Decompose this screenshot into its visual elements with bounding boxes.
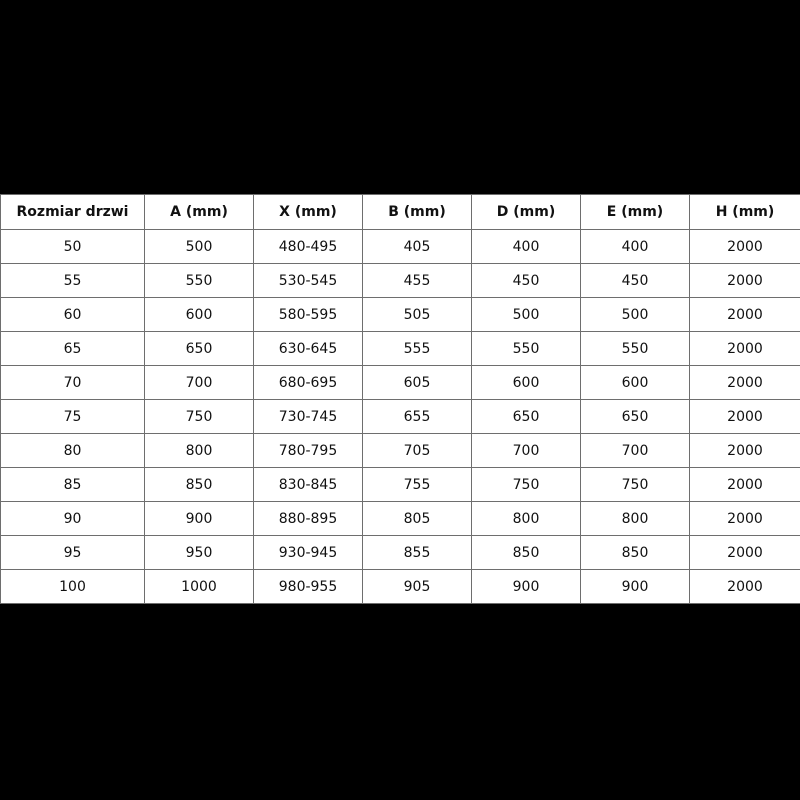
table-cell: 750 [144, 399, 254, 434]
table-cell: 900 [580, 569, 690, 604]
table-cell: 505 [362, 297, 472, 332]
table-cell: 2000 [689, 535, 800, 570]
table-row: 65 650 630-645 555 550 550 2000 [0, 331, 800, 366]
table-cell: 2000 [689, 569, 800, 604]
table-cell: 900 [471, 569, 581, 604]
column-header: E (mm) [580, 194, 690, 230]
column-header: A (mm) [144, 194, 254, 230]
table-cell: 630-645 [253, 331, 363, 366]
table-cell: 800 [144, 433, 254, 468]
table-cell: 655 [362, 399, 472, 434]
table-cell: 50 [0, 229, 145, 264]
table-cell: 530-545 [253, 263, 363, 298]
column-header: H (mm) [689, 194, 800, 230]
table-cell: 850 [144, 467, 254, 502]
table-row: 85 850 830-845 755 750 750 2000 [0, 467, 800, 502]
table-cell: 2000 [689, 297, 800, 332]
table-cell: 2000 [689, 331, 800, 366]
table-cell: 550 [144, 263, 254, 298]
table-cell: 855 [362, 535, 472, 570]
table-cell: 800 [471, 501, 581, 536]
table-cell: 750 [471, 467, 581, 502]
table-row: 100 1000 980-955 905 900 900 2000 [0, 569, 800, 604]
table-cell: 650 [471, 399, 581, 434]
table-cell: 680-695 [253, 365, 363, 400]
table-row: 60 600 580-595 505 500 500 2000 [0, 297, 800, 332]
column-header: D (mm) [471, 194, 581, 230]
table-cell: 805 [362, 501, 472, 536]
table-cell: 500 [144, 229, 254, 264]
table-cell: 600 [580, 365, 690, 400]
table-cell: 455 [362, 263, 472, 298]
table-cell: 555 [362, 331, 472, 366]
table-cell: 600 [471, 365, 581, 400]
table-cell: 2000 [689, 229, 800, 264]
table-cell: 95 [0, 535, 145, 570]
table-row: 90 900 880-895 805 800 800 2000 [0, 501, 800, 536]
table-cell: 405 [362, 229, 472, 264]
column-header: X (mm) [253, 194, 363, 230]
table-cell: 650 [580, 399, 690, 434]
table-row: 80 800 780-795 705 700 700 2000 [0, 433, 800, 468]
table-cell: 2000 [689, 467, 800, 502]
table-cell: 80 [0, 433, 145, 468]
table-cell: 550 [471, 331, 581, 366]
table-cell: 930-945 [253, 535, 363, 570]
header-row: Rozmiar drzwi A (mm) X (mm) B (mm) D (mm) E (… [0, 194, 800, 230]
table-cell: 730-745 [253, 399, 363, 434]
table-cell: 830-845 [253, 467, 363, 502]
table-cell: 1000 [144, 569, 254, 604]
table-cell: 400 [471, 229, 581, 264]
table-cell: 90 [0, 501, 145, 536]
table-cell: 850 [471, 535, 581, 570]
table-cell: 980-955 [253, 569, 363, 604]
dimensions-table: Rozmiar drzwi A (mm) X (mm) B (mm) D (mm) E (… [0, 194, 800, 604]
table-cell: 850 [580, 535, 690, 570]
table-cell: 705 [362, 433, 472, 468]
table-cell: 55 [0, 263, 145, 298]
table-cell: 450 [580, 263, 690, 298]
table-cell: 580-595 [253, 297, 363, 332]
table-row: 75 750 730-745 655 650 650 2000 [0, 399, 800, 434]
table-cell: 780-795 [253, 433, 363, 468]
table-cell: 480-495 [253, 229, 363, 264]
table-cell: 450 [471, 263, 581, 298]
table-cell: 2000 [689, 399, 800, 434]
table-cell: 500 [471, 297, 581, 332]
table-cell: 880-895 [253, 501, 363, 536]
table-cell: 755 [362, 467, 472, 502]
table-cell: 700 [471, 433, 581, 468]
table-cell: 750 [580, 467, 690, 502]
table-cell: 75 [0, 399, 145, 434]
table-cell: 2000 [689, 365, 800, 400]
table-cell: 100 [0, 569, 145, 604]
table-cell: 400 [580, 229, 690, 264]
column-header: B (mm) [362, 194, 472, 230]
table-cell: 60 [0, 297, 145, 332]
table-cell: 800 [580, 501, 690, 536]
table-row: 50 500 480-495 405 400 400 2000 [0, 229, 800, 264]
table-cell: 2000 [689, 433, 800, 468]
table-cell: 2000 [689, 263, 800, 298]
table-row: 55 550 530-545 455 450 450 2000 [0, 263, 800, 298]
table-cell: 500 [580, 297, 690, 332]
table-cell: 70 [0, 365, 145, 400]
table-cell: 85 [0, 467, 145, 502]
table-cell: 905 [362, 569, 472, 604]
table-cell: 650 [144, 331, 254, 366]
table-cell: 550 [580, 331, 690, 366]
table-row: 95 950 930-945 855 850 850 2000 [0, 535, 800, 570]
table-cell: 605 [362, 365, 472, 400]
table-cell: 950 [144, 535, 254, 570]
table-cell: 600 [144, 297, 254, 332]
table-cell: 2000 [689, 501, 800, 536]
table-cell: 700 [580, 433, 690, 468]
table-cell: 900 [144, 501, 254, 536]
table-row: 70 700 680-695 605 600 600 2000 [0, 365, 800, 400]
table-cell: 65 [0, 331, 145, 366]
table-cell: 700 [144, 365, 254, 400]
column-header: Rozmiar drzwi [0, 194, 145, 230]
